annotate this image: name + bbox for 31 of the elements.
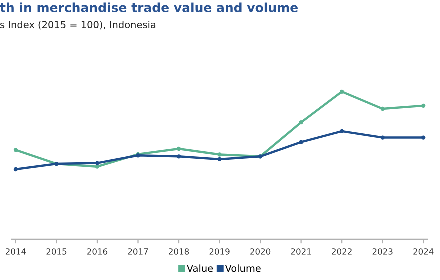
- point: [380, 136, 385, 140]
- x-tick-label: 2018: [169, 248, 190, 255]
- x-tick-label: 2016: [87, 248, 108, 255]
- x-tick-label: 2020: [250, 248, 271, 255]
- point: [176, 146, 182, 152]
- point: [299, 140, 304, 144]
- legend-label: Volume: [225, 264, 261, 272]
- point: [422, 104, 426, 108]
- x-tick-label: 2014: [6, 248, 26, 255]
- point: [380, 106, 385, 112]
- chart-title: th in merchandise trade value and volume: [0, 2, 298, 12]
- point: [422, 136, 426, 140]
- point: [14, 167, 18, 172]
- x-tick-label: 2023: [372, 248, 393, 255]
- point: [218, 152, 222, 157]
- point: [95, 161, 100, 166]
- point: [340, 90, 344, 94]
- x-tick-label: 2019: [210, 248, 230, 255]
- x-tick-label: 2024: [414, 248, 434, 255]
- point: [340, 129, 344, 134]
- point: [218, 157, 222, 162]
- x-tick-label: 2015: [46, 248, 67, 255]
- point: [176, 154, 182, 159]
- x-tick-label: 2021: [291, 248, 312, 255]
- x-tick-label: 2017: [128, 248, 148, 255]
- chart-subtitle: s Index (2015 = 100), Indonesia: [0, 21, 156, 30]
- x-tick-label: 2022: [332, 248, 352, 255]
- point: [299, 120, 304, 125]
- point: [14, 148, 18, 152]
- legend-label: Value: [186, 264, 214, 272]
- point: [95, 164, 100, 169]
